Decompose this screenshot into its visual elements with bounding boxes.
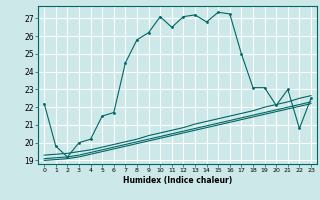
X-axis label: Humidex (Indice chaleur): Humidex (Indice chaleur) <box>123 176 232 185</box>
